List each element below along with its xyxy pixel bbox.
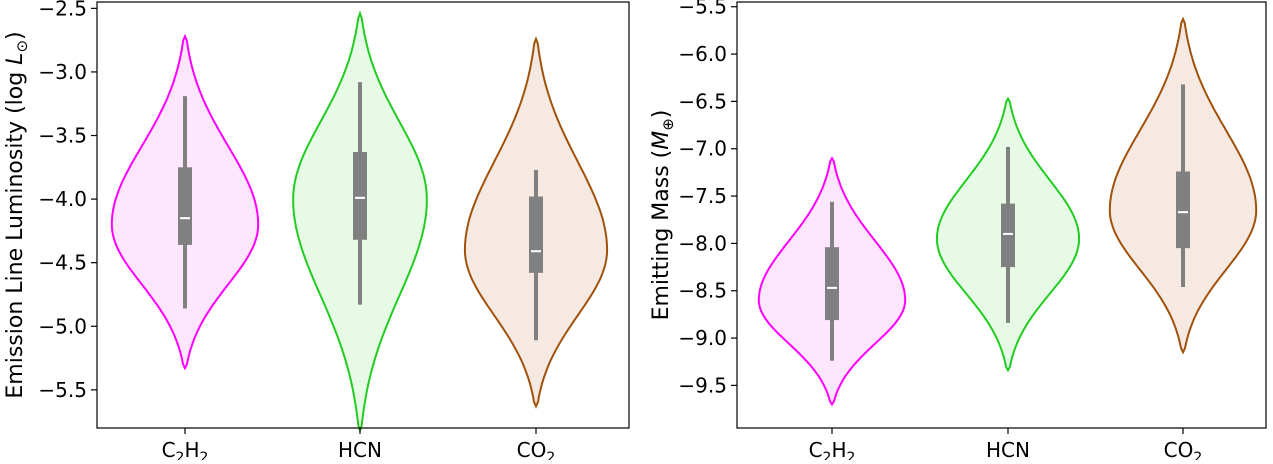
y-tick-label: −5.0 bbox=[38, 314, 87, 338]
y-tick-label: −6.5 bbox=[678, 89, 727, 113]
iqr-box-1 bbox=[825, 247, 839, 321]
iqr-box-3 bbox=[529, 196, 543, 273]
axes-frame bbox=[736, 1, 1267, 429]
iqr-box-1 bbox=[178, 167, 192, 245]
y-tick-label: −6.0 bbox=[678, 42, 727, 66]
y-tick-label: −3.0 bbox=[38, 60, 87, 84]
panel-1: −2.5 −3.0 −3.5 −4.0 −4.5 −5.0 −5.5 C2H2 HCN CO2 Em… bbox=[3, 0, 630, 464]
axes-frame bbox=[96, 1, 630, 429]
y-axis-label: Emitting Mass (M⊕) bbox=[649, 110, 677, 321]
iqr-box-3 bbox=[1176, 171, 1190, 249]
x-tick-label: CO2 bbox=[1164, 438, 1203, 460]
y-tick-label: −7.0 bbox=[678, 137, 727, 161]
y-tick-label: −3.5 bbox=[38, 124, 87, 148]
y-tick-label: −9.0 bbox=[678, 326, 727, 350]
y-tick-label: −8.0 bbox=[678, 231, 727, 255]
y-tick-label: −4.5 bbox=[38, 251, 87, 275]
x-tick-label: C2H2 bbox=[809, 438, 856, 460]
panel-2: −5.5 −6.0 −6.5 −7.0 −7.5 −8.0 −8.5 −9.0 −9.5 C2H2… bbox=[649, 0, 1267, 464]
y-tick-label: −5.5 bbox=[38, 378, 87, 402]
iqr-box-2 bbox=[353, 152, 367, 240]
y-tick-label: −2.5 bbox=[38, 0, 87, 20]
x-tick-label: CO2 bbox=[517, 438, 556, 460]
x-tick-label: HCN bbox=[338, 438, 382, 460]
y-axis-label: Emission Line Luminosity (log L⊙) bbox=[3, 31, 31, 398]
x-tick-label: HCN bbox=[986, 438, 1030, 460]
y-tick-label: −4.0 bbox=[38, 187, 87, 211]
y-tick-label: −9.5 bbox=[678, 373, 727, 397]
x-tick-label: C2H2 bbox=[162, 438, 209, 460]
y-tick-label: −8.5 bbox=[678, 279, 727, 303]
iqr-box-2 bbox=[1001, 203, 1015, 268]
y-tick-label: −5.5 bbox=[678, 0, 727, 19]
y-tick-label: −7.5 bbox=[678, 184, 727, 208]
